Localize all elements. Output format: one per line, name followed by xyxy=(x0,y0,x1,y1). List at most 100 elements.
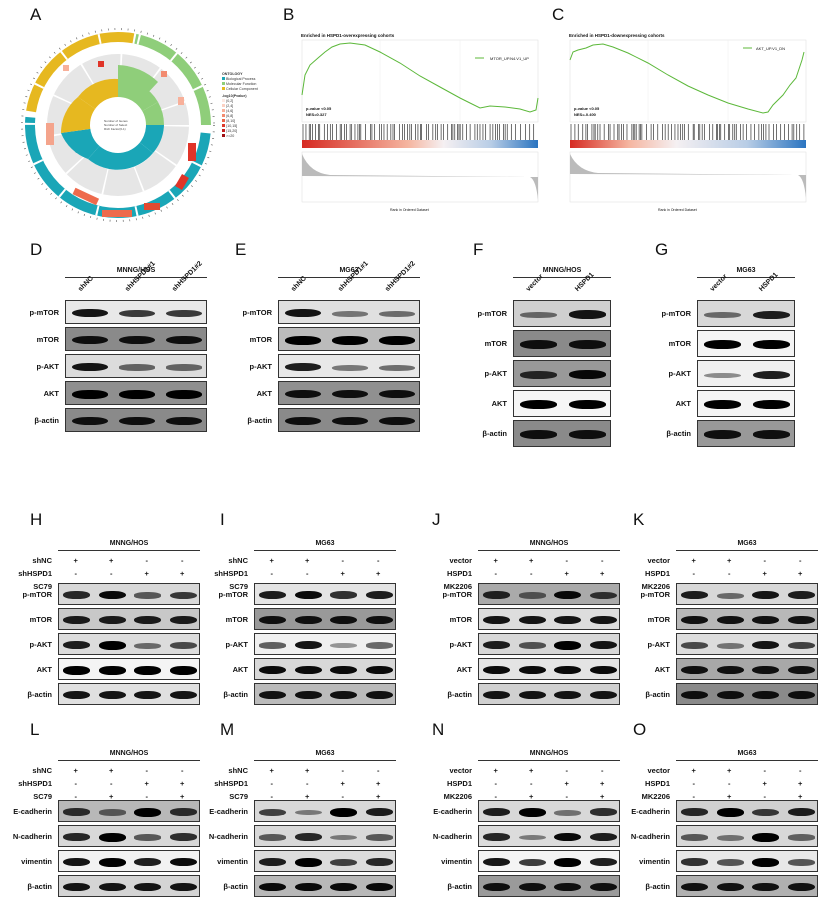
condition-label: SC79 xyxy=(229,792,248,801)
protein-band xyxy=(134,592,162,599)
protein-band xyxy=(63,591,91,600)
protein-band xyxy=(716,665,744,675)
row-label: mTOR xyxy=(647,614,670,624)
protein-band xyxy=(294,590,322,600)
blot-strip xyxy=(697,330,795,357)
protein-band xyxy=(589,882,617,892)
blot-strip xyxy=(65,327,207,351)
pvalue-bin: (15,20] xyxy=(222,129,282,134)
blot-strip xyxy=(513,360,611,387)
protein-band xyxy=(752,832,780,842)
blot-strip xyxy=(254,683,396,705)
condition-sign: + xyxy=(269,556,274,565)
protein-band xyxy=(169,665,197,675)
blot-strip xyxy=(58,875,200,897)
condition-label: shNC xyxy=(32,556,52,565)
row-label: β-actin xyxy=(27,881,52,891)
condition-sign: - xyxy=(530,569,533,578)
condition-label: shNC xyxy=(228,766,248,775)
protein-band xyxy=(166,389,203,399)
blot-strip xyxy=(697,360,795,387)
protein-band xyxy=(284,416,321,426)
blot-strip xyxy=(676,583,818,605)
protein-band xyxy=(589,665,617,675)
blot-strip xyxy=(254,583,396,605)
condition-label: MK2206 xyxy=(641,792,670,801)
protein-band xyxy=(169,833,197,842)
row-label: N-cadherin xyxy=(630,831,670,841)
protein-band xyxy=(119,335,155,345)
blot-strip xyxy=(278,408,420,432)
row-label: N-cadherin xyxy=(432,831,472,841)
blot-l-cell-line: MNNG/HOS xyxy=(109,750,149,757)
row-label: β-actin xyxy=(27,689,52,699)
blot-strip xyxy=(676,658,818,680)
protein-band xyxy=(330,807,358,817)
protein-band xyxy=(681,690,709,700)
protein-band xyxy=(169,882,197,892)
condition-label: SC79 xyxy=(33,792,52,801)
protein-band xyxy=(752,882,780,892)
pvalue-bin: >=20 xyxy=(222,134,282,139)
gsea-c-xlabel: Rank in Ordered Dataset xyxy=(658,208,697,212)
condition-label: SC79 xyxy=(33,582,52,591)
protein-band xyxy=(589,833,617,842)
row-label: β-actin xyxy=(666,429,691,438)
pvalue-bin: (6,8] xyxy=(222,114,282,119)
condition-label: HSPD1 xyxy=(446,779,472,788)
condition-sign: + xyxy=(109,792,114,801)
protein-band xyxy=(294,857,322,867)
blot-strip xyxy=(58,683,200,705)
protein-band xyxy=(169,857,197,867)
condition-sign: - xyxy=(799,556,802,565)
protein-band xyxy=(518,690,546,700)
protein-band xyxy=(294,809,322,816)
protein-band xyxy=(134,642,162,649)
protein-band xyxy=(787,665,815,675)
blot-strip xyxy=(65,300,207,324)
protein-band xyxy=(169,808,197,817)
protein-band xyxy=(752,690,780,700)
condition-sign: + xyxy=(144,569,149,578)
protein-band xyxy=(519,400,558,409)
blot-strip xyxy=(254,608,396,630)
condition-sign: + xyxy=(600,569,605,578)
protein-band xyxy=(589,640,617,650)
protein-band xyxy=(166,335,203,345)
protein-band xyxy=(332,416,368,426)
blot-i-title-underline xyxy=(254,550,396,551)
panel-label-e: E xyxy=(235,240,247,259)
condition-sign: + xyxy=(493,556,498,565)
protein-band xyxy=(554,665,582,675)
protein-band xyxy=(752,430,791,439)
protein-band xyxy=(63,808,91,817)
blot-f-title-underline xyxy=(513,277,611,278)
row-label: E-cadherin xyxy=(13,806,52,816)
blot-strip xyxy=(58,800,200,822)
gsea-c-pvalue: p-value <0.05 xyxy=(574,106,600,111)
protein-band xyxy=(98,832,126,842)
blot-f-cell-line: MNNG/HOS xyxy=(542,267,582,274)
lane-label: HSPD1 xyxy=(574,271,596,293)
protein-band xyxy=(518,642,546,649)
protein-band xyxy=(166,364,203,371)
protein-band xyxy=(518,858,546,867)
condition-sign: + xyxy=(109,766,114,775)
protein-band xyxy=(259,808,287,816)
protein-band xyxy=(716,615,744,625)
condition-label: shHSPD1 xyxy=(214,779,248,788)
protein-band xyxy=(98,640,126,650)
panel-label-o: O xyxy=(633,720,647,739)
protein-band xyxy=(752,590,780,600)
condition-sign: - xyxy=(763,766,767,775)
condition-sign: + xyxy=(691,556,696,565)
protein-band xyxy=(589,591,617,600)
row-label: vimentin xyxy=(441,856,472,866)
condition-sign: - xyxy=(74,569,78,578)
protein-band xyxy=(554,857,582,867)
protein-band xyxy=(752,640,780,650)
panel-label-g: G xyxy=(655,240,669,259)
protein-band xyxy=(259,858,287,867)
protein-band xyxy=(568,340,607,349)
protein-band xyxy=(332,364,368,371)
